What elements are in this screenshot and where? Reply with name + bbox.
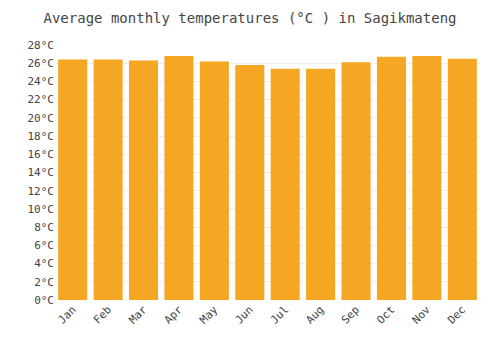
- svg-text:16°C: 16°C: [28, 148, 55, 161]
- svg-text:Jan: Jan: [55, 303, 78, 326]
- svg-text:Average monthly temperatures (: Average monthly temperatures (°C ) in Sa…: [43, 10, 456, 26]
- svg-text:28°C: 28°C: [28, 39, 55, 52]
- svg-text:6°C: 6°C: [34, 239, 54, 252]
- svg-text:0°C: 0°C: [34, 294, 54, 307]
- svg-text:18°C: 18°C: [28, 130, 55, 143]
- svg-text:20°C: 20°C: [28, 112, 55, 125]
- svg-text:Aug: Aug: [303, 303, 326, 326]
- svg-text:Nov: Nov: [410, 303, 434, 327]
- svg-text:22°C: 22°C: [28, 93, 55, 106]
- svg-text:Jun: Jun: [233, 303, 256, 326]
- svg-text:Dec: Dec: [445, 303, 468, 326]
- svg-text:2°C: 2°C: [34, 276, 54, 289]
- svg-text:4°C: 4°C: [34, 257, 54, 270]
- svg-text:8°C: 8°C: [34, 221, 54, 234]
- svg-text:Sep: Sep: [339, 303, 362, 326]
- svg-text:14°C: 14°C: [28, 166, 55, 179]
- svg-text:Jul: Jul: [268, 303, 291, 326]
- svg-text:Apr: Apr: [162, 303, 186, 327]
- svg-text:Mar: Mar: [126, 303, 150, 327]
- svg-text:12°C: 12°C: [28, 185, 55, 198]
- svg-text:24°C: 24°C: [28, 75, 55, 88]
- svg-text:26°C: 26°C: [28, 57, 55, 70]
- svg-text:May: May: [197, 303, 221, 327]
- svg-text:10°C: 10°C: [28, 203, 55, 216]
- svg-text:Oct: Oct: [374, 303, 397, 326]
- svg-text:Feb: Feb: [91, 303, 114, 326]
